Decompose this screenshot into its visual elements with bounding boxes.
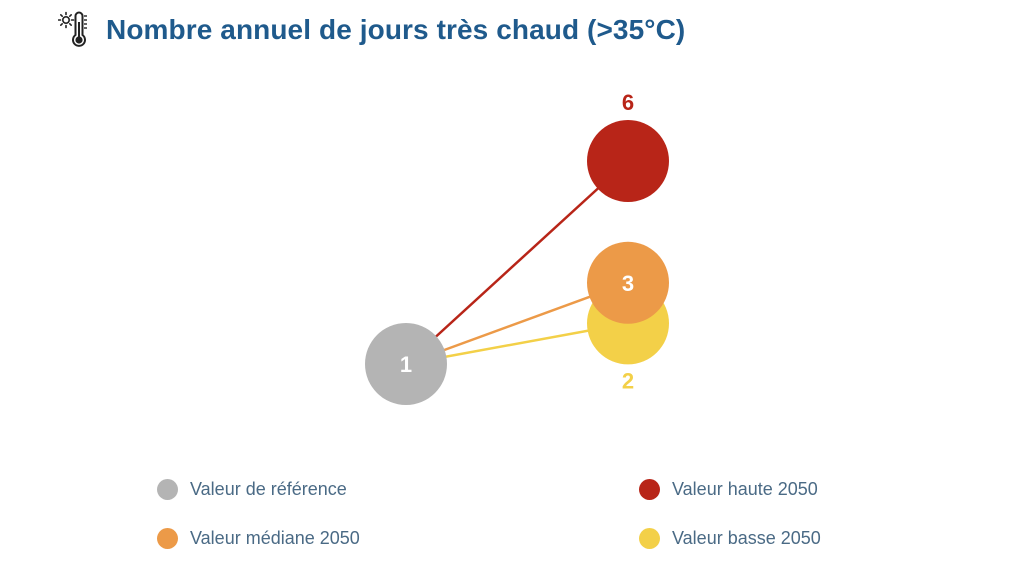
legend-swatch-mediane bbox=[157, 527, 178, 549]
data-label-basse: 2 bbox=[622, 368, 634, 393]
thermometer-sun-icon bbox=[58, 11, 87, 47]
data-label-mediane: 3 bbox=[622, 271, 634, 296]
data-label-reference: 1 bbox=[400, 352, 412, 377]
legend-swatch-haute bbox=[639, 478, 660, 500]
legend-label-haute: Valeur haute 2050 bbox=[672, 478, 818, 499]
legend-item-reference: Valeur de référence bbox=[157, 476, 347, 502]
point-mediane bbox=[587, 241, 669, 324]
legend-item-mediane: Valeur médiane 2050 bbox=[157, 525, 360, 551]
data-points bbox=[365, 120, 669, 405]
point-haute bbox=[587, 120, 669, 202]
connector-line-haute bbox=[405, 160, 629, 365]
legend-swatch-basse bbox=[639, 527, 660, 549]
chart-header: Nombre annuel de jours très chaud (>35°C… bbox=[58, 10, 685, 50]
legend-label-reference: Valeur de référence bbox=[190, 478, 347, 499]
legend-swatch-reference bbox=[157, 478, 178, 500]
point-reference bbox=[365, 323, 447, 405]
legend-item-haute: Valeur haute 2050 bbox=[639, 476, 818, 502]
legend-label-mediane: Valeur médiane 2050 bbox=[190, 527, 360, 548]
data-label-haute: 6 bbox=[622, 90, 634, 115]
legend-label-basse: Valeur basse 2050 bbox=[672, 527, 821, 548]
chart-title: Nombre annuel de jours très chaud (>35°C… bbox=[106, 14, 686, 45]
legend-item-basse: Valeur basse 2050 bbox=[639, 525, 821, 551]
